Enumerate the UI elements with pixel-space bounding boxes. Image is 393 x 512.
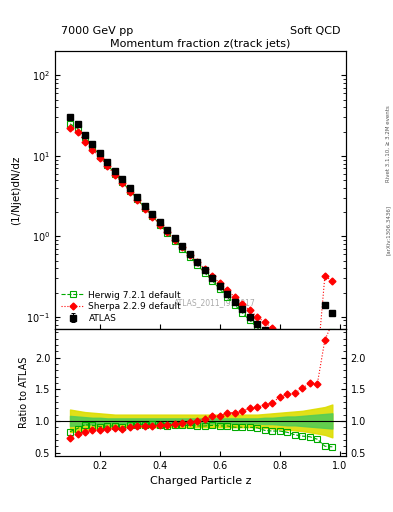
Sherpa 2.2.9 default (285, 335, 290, 342)
Sherpa 2.2.9 default (90, 146, 95, 153)
Sherpa 2.2.9 default (270, 325, 275, 331)
Herwig 7.2.1 default (97, 153, 102, 159)
Legend: Herwig 7.2.1 default, Sherpa 2.2.9 default, ATLAS: Herwig 7.2.1 default, Sherpa 2.2.9 defau… (59, 289, 183, 325)
Herwig 7.2.1 default (150, 213, 155, 219)
X-axis label: Charged Particle z: Charged Particle z (150, 476, 251, 486)
Text: Soft QCD: Soft QCD (290, 26, 340, 36)
Herwig 7.2.1 default (113, 170, 118, 177)
Sherpa 2.2.9 default (143, 206, 147, 212)
Sherpa 2.2.9 default (292, 341, 297, 347)
Sherpa 2.2.9 default (300, 348, 305, 354)
Herwig 7.2.1 default (83, 134, 87, 140)
Sherpa 2.2.9 default (210, 273, 215, 279)
Herwig 7.2.1 default (218, 286, 222, 292)
Herwig 7.2.1 default (180, 246, 185, 252)
Sherpa 2.2.9 default (97, 155, 102, 161)
Herwig 7.2.1 default (143, 205, 147, 211)
Herwig 7.2.1 default (105, 161, 110, 167)
Sherpa 2.2.9 default (225, 287, 230, 293)
Herwig 7.2.1 default (285, 355, 290, 361)
Herwig 7.2.1 default (165, 230, 170, 236)
Text: Rivet 3.1.10, ≥ 3.2M events: Rivet 3.1.10, ≥ 3.2M events (386, 105, 391, 182)
Herwig 7.2.1 default (248, 317, 252, 324)
Herwig 7.2.1 default (292, 362, 297, 368)
Sherpa 2.2.9 default (315, 359, 320, 366)
Sherpa 2.2.9 default (263, 319, 267, 326)
Sherpa 2.2.9 default (150, 214, 155, 220)
Herwig 7.2.1 default (307, 380, 312, 386)
Herwig 7.2.1 default (255, 325, 260, 331)
Sherpa 2.2.9 default (120, 180, 125, 186)
Herwig 7.2.1 default (158, 222, 162, 228)
Sherpa 2.2.9 default (255, 314, 260, 320)
Sherpa 2.2.9 default (113, 172, 118, 178)
Herwig 7.2.1 default (90, 144, 95, 150)
Sherpa 2.2.9 default (68, 125, 72, 132)
Sherpa 2.2.9 default (323, 273, 327, 279)
Sherpa 2.2.9 default (307, 354, 312, 360)
Line: Herwig 7.2.1 default: Herwig 7.2.1 default (67, 121, 335, 403)
Sherpa 2.2.9 default (173, 237, 177, 243)
Text: ATLAS_2011_I919017: ATLAS_2011_I919017 (174, 298, 256, 307)
Sherpa 2.2.9 default (187, 252, 192, 258)
Herwig 7.2.1 default (68, 121, 72, 127)
Sherpa 2.2.9 default (158, 222, 162, 228)
Herwig 7.2.1 default (277, 348, 282, 354)
Herwig 7.2.1 default (315, 388, 320, 394)
Sherpa 2.2.9 default (277, 330, 282, 336)
Sherpa 2.2.9 default (330, 278, 335, 284)
Sherpa 2.2.9 default (83, 139, 87, 145)
Herwig 7.2.1 default (187, 253, 192, 260)
Herwig 7.2.1 default (210, 278, 215, 284)
Y-axis label: (1/Njet)dN/dz: (1/Njet)dN/dz (11, 156, 21, 225)
Herwig 7.2.1 default (233, 302, 237, 308)
Sherpa 2.2.9 default (75, 129, 80, 135)
Text: 7000 GeV pp: 7000 GeV pp (61, 26, 133, 36)
Herwig 7.2.1 default (120, 179, 125, 185)
Text: [arXiv:1306.3436]: [arXiv:1306.3436] (386, 205, 391, 255)
Sherpa 2.2.9 default (128, 188, 132, 195)
Sherpa 2.2.9 default (105, 163, 110, 169)
Line: Sherpa 2.2.9 default: Sherpa 2.2.9 default (68, 126, 335, 365)
Herwig 7.2.1 default (135, 196, 140, 202)
Sherpa 2.2.9 default (240, 301, 245, 307)
Herwig 7.2.1 default (202, 270, 207, 276)
Herwig 7.2.1 default (195, 262, 200, 268)
Sherpa 2.2.9 default (218, 281, 222, 287)
Sherpa 2.2.9 default (195, 259, 200, 265)
Herwig 7.2.1 default (173, 238, 177, 244)
Herwig 7.2.1 default (323, 398, 327, 404)
Herwig 7.2.1 default (270, 340, 275, 346)
Herwig 7.2.1 default (330, 329, 335, 335)
Sherpa 2.2.9 default (233, 294, 237, 301)
Title: Momentum fraction z(track jets): Momentum fraction z(track jets) (110, 39, 290, 49)
Sherpa 2.2.9 default (248, 307, 252, 313)
Y-axis label: Ratio to ATLAS: Ratio to ATLAS (19, 357, 29, 428)
Herwig 7.2.1 default (225, 294, 230, 301)
Sherpa 2.2.9 default (202, 266, 207, 272)
Herwig 7.2.1 default (263, 333, 267, 339)
Herwig 7.2.1 default (128, 187, 132, 194)
Sherpa 2.2.9 default (180, 244, 185, 250)
Herwig 7.2.1 default (300, 372, 305, 378)
Herwig 7.2.1 default (240, 310, 245, 316)
Sherpa 2.2.9 default (135, 197, 140, 203)
Herwig 7.2.1 default (75, 125, 80, 132)
Sherpa 2.2.9 default (165, 229, 170, 236)
